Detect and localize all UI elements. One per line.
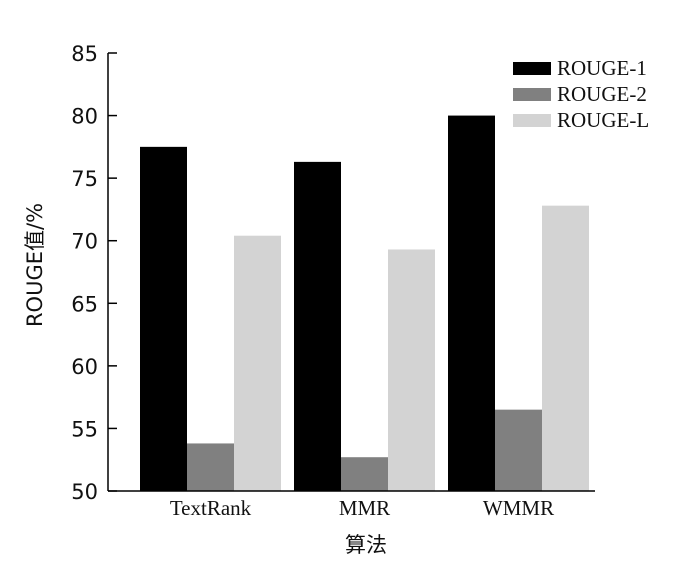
y-tick-label: 60 xyxy=(71,355,98,379)
bar-textrank-rouge-2 xyxy=(187,443,234,491)
y-tick-label: 55 xyxy=(71,417,98,441)
legend-label: ROUGE-1 xyxy=(557,56,647,80)
x-axis-title: 算法 xyxy=(345,533,387,557)
legend-swatch-rouge-1 xyxy=(513,62,551,75)
legend-label: ROUGE-L xyxy=(557,108,649,132)
bar-wmmr-rouge-2 xyxy=(495,409,542,491)
bar-textrank-rouge-1 xyxy=(140,146,187,491)
legend-label: ROUGE-2 xyxy=(557,82,647,106)
y-tick-label: 85 xyxy=(71,42,98,66)
x-tick-labels-group: TextRank MMR WMMR xyxy=(170,496,554,520)
y-ticks-group: 50 55 60 65 70 75 80 85 xyxy=(71,42,117,504)
x-tick-label: MMR xyxy=(339,496,390,520)
y-axis-title: ROUGE值/% xyxy=(23,203,47,327)
y-tick-label: 70 xyxy=(71,230,98,254)
bars-group xyxy=(140,115,589,492)
y-tick-label: 75 xyxy=(71,167,98,191)
y-tick-label: 80 xyxy=(71,105,98,129)
bar-mmr-rouge-l xyxy=(388,249,435,491)
y-tick-label: 65 xyxy=(71,292,98,316)
bar-textrank-rouge-l xyxy=(234,235,281,491)
bar-wmmr-rouge-l xyxy=(542,205,589,491)
legend-swatch-rouge-2 xyxy=(513,88,551,101)
bar-mmr-rouge-1 xyxy=(294,161,341,492)
bar-wmmr-rouge-1 xyxy=(448,115,495,492)
y-tick-label: 50 xyxy=(71,480,98,504)
legend-swatch-rouge-l xyxy=(513,114,551,127)
bar-mmr-rouge-2 xyxy=(341,457,388,491)
x-tick-label: TextRank xyxy=(170,496,252,520)
x-tick-label: WMMR xyxy=(483,496,554,520)
